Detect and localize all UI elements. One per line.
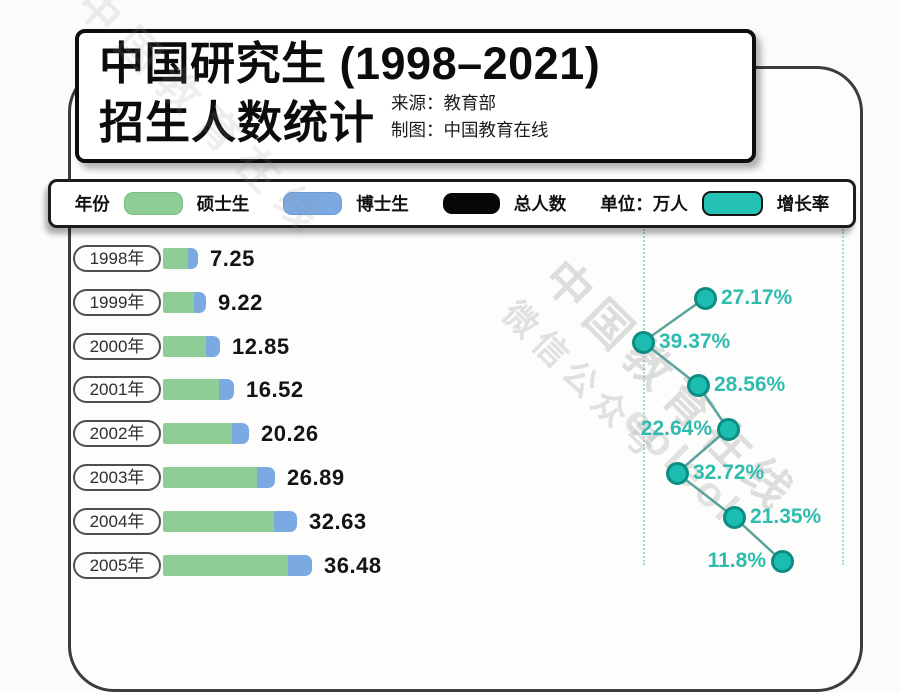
master-segment: [163, 248, 189, 269]
total-value-label: 26.89: [287, 465, 345, 490]
total-value-label: 36.48: [324, 553, 382, 578]
legend-year-label: 年份: [74, 194, 110, 214]
year-pill-1999: 1999年: [73, 289, 161, 316]
master-segment: [163, 423, 233, 444]
master-segment: [163, 336, 207, 357]
total-value-label: 9.22: [218, 290, 263, 315]
legend-doctor-swatch: [283, 192, 343, 215]
enrollment-bar-2002: [163, 423, 250, 444]
growth-rate-label: 27.17%: [721, 286, 793, 309]
growth-rate-label: 11.8%: [707, 549, 766, 572]
year-pill-2005: 2005年: [73, 552, 161, 579]
enrollment-bar-2004: [163, 511, 298, 532]
master-segment: [163, 555, 289, 576]
year-pill-2003: 2003年: [73, 464, 161, 491]
legend-total-swatch: [442, 193, 500, 214]
total-value-label: 32.63: [309, 509, 367, 534]
year-pill-2001: 2001年: [73, 376, 161, 403]
doctor-segment: [232, 423, 249, 444]
page-title-line1: 中国研究生 (1998–2021): [99, 38, 601, 89]
legend-unit-label: 单位：万人: [600, 194, 688, 214]
year-pill-1998: 1998年: [73, 245, 161, 272]
growth-rate-label: 28.56%: [714, 373, 786, 396]
growth-point-2004: [722, 505, 746, 529]
growth-point-1999: [693, 286, 717, 310]
doctor-segment: [288, 555, 312, 576]
total-value-label: 7.25: [210, 246, 255, 271]
legend-doctor-label: 博士生: [356, 194, 409, 214]
total-value-label: 20.26: [261, 421, 319, 446]
enrollment-bar-2000: [163, 336, 221, 357]
source-label: 来源：教育部: [391, 93, 497, 114]
master-segment: [163, 467, 258, 488]
legend-master-swatch: [123, 192, 183, 215]
doctor-segment: [257, 467, 275, 488]
legend-growth-swatch: [701, 191, 763, 216]
growth-point-2001: [686, 373, 710, 397]
title-meta: 来源：教育部 制图：中国教育在线: [391, 90, 549, 144]
credit-label: 制图：中国教育在线: [391, 120, 549, 141]
doctor-segment: [194, 292, 206, 313]
doctor-segment: [274, 511, 297, 532]
growth-rate-label: 22.64%: [640, 417, 712, 440]
legend-total-label: 总人数: [513, 194, 567, 214]
doctor-segment: [206, 336, 220, 357]
total-value-label: 12.85: [232, 334, 290, 359]
growth-point-2003: [665, 461, 689, 485]
total-value-label: 16.52: [246, 377, 304, 402]
enrollment-bar-2001: [163, 379, 235, 400]
growth-rate-label: 32.72%: [693, 461, 765, 484]
master-segment: [163, 379, 220, 400]
master-segment: [163, 511, 275, 532]
legend-master-label: 硕士生: [196, 194, 250, 214]
enrollment-bar-2005: [163, 555, 313, 576]
growth-rate-label: 39.37%: [659, 330, 731, 353]
growth-point-2002: [716, 417, 740, 441]
legend-growth-label: 增长率: [776, 194, 830, 214]
doctor-segment: [219, 379, 234, 400]
enrollment-bar-1998: [163, 248, 199, 269]
master-segment: [163, 292, 195, 313]
doctor-segment: [188, 248, 198, 269]
growth-axis-line-40pct: [643, 229, 645, 565]
legend-bar: 年份 硕士生 博士生 总人数 单位：万人 增长率: [48, 179, 856, 228]
year-pill-2004: 2004年: [73, 508, 161, 535]
year-pill-2002: 2002年: [73, 420, 161, 447]
growth-rate-label: 21.35%: [750, 505, 822, 528]
year-pill-2000: 2000年: [73, 333, 161, 360]
growth-axis-line-0pct: [842, 229, 844, 565]
enrollment-bar-2003: [163, 467, 276, 488]
growth-point-2000: [631, 330, 655, 354]
enrollment-bar-1999: [163, 292, 207, 313]
title-card: 中国研究生 (1998–2021) 招生人数统计 来源：教育部 制图：中国教育在…: [75, 29, 756, 163]
growth-point-2005: [770, 549, 794, 573]
page-title-line2: 招生人数统计: [99, 96, 376, 148]
